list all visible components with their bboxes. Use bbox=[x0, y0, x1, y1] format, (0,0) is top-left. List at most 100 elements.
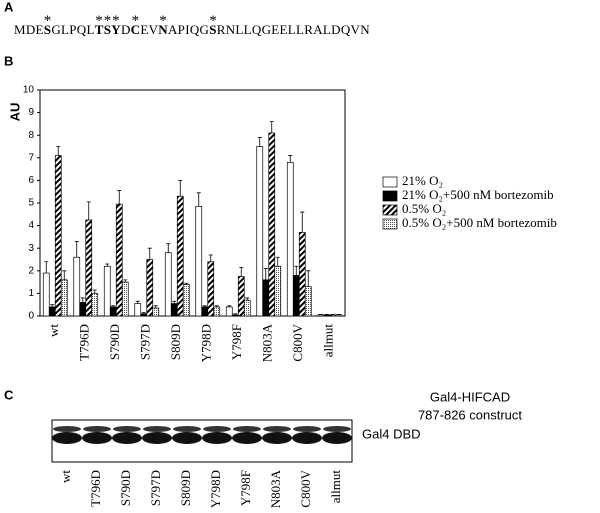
error-bar bbox=[178, 180, 183, 197]
residue: D bbox=[120, 22, 131, 37]
sequence-segment: RNLLQGEELLRALDQVN bbox=[217, 22, 370, 38]
legend-swatch bbox=[382, 176, 398, 188]
bar bbox=[91, 293, 99, 317]
x-tick-label: S790D bbox=[107, 324, 122, 360]
y-tick-label: 4 bbox=[28, 220, 34, 231]
y-tick-label: 9 bbox=[28, 107, 34, 118]
blot-band bbox=[83, 426, 111, 432]
site-marker: * bbox=[209, 13, 218, 29]
lane-label: C800V bbox=[298, 469, 313, 507]
error-bar bbox=[245, 297, 250, 301]
residue: EV bbox=[140, 22, 159, 37]
blot-band bbox=[293, 426, 321, 432]
bar bbox=[121, 281, 129, 317]
lane-label: S797D bbox=[148, 470, 163, 506]
bar bbox=[256, 146, 264, 317]
residue: S bbox=[209, 22, 217, 37]
blot-band bbox=[113, 426, 141, 432]
bar bbox=[274, 265, 282, 317]
blot-band bbox=[292, 432, 322, 444]
bar bbox=[213, 306, 221, 317]
residue: S bbox=[43, 22, 52, 37]
legend-swatch bbox=[382, 190, 398, 202]
residue: S bbox=[103, 22, 112, 37]
sequence-segment: MDE bbox=[14, 22, 44, 38]
error-bar bbox=[80, 297, 85, 303]
y-tick-label: 5 bbox=[28, 198, 34, 209]
y-axis-title: AU bbox=[7, 103, 22, 122]
bar bbox=[170, 303, 178, 317]
blot-band bbox=[323, 426, 351, 432]
bar bbox=[243, 299, 251, 317]
band-label: Gal4 DBD bbox=[362, 426, 421, 441]
y-tick-label: 7 bbox=[28, 152, 34, 163]
legend-label: 0.5% O₂ bbox=[402, 201, 446, 216]
bar bbox=[164, 252, 172, 317]
error-bar bbox=[86, 201, 91, 220]
lane-label: S809D bbox=[178, 470, 193, 506]
bar bbox=[329, 314, 337, 317]
bar bbox=[268, 132, 276, 317]
error-bar bbox=[44, 261, 49, 274]
bar bbox=[134, 303, 142, 317]
y-tick-label: 8 bbox=[28, 130, 34, 141]
residue: GLPQL bbox=[51, 22, 95, 37]
bar bbox=[304, 286, 312, 317]
blot-band bbox=[82, 432, 112, 444]
blot-band bbox=[172, 432, 202, 444]
site-marker: * bbox=[112, 13, 120, 29]
x-tick-label: Y798F bbox=[229, 324, 244, 360]
x-tick-label: N803A bbox=[260, 323, 275, 362]
bar bbox=[73, 256, 81, 317]
error-bar bbox=[111, 305, 116, 307]
bar bbox=[48, 306, 56, 317]
y-tick-label: 6 bbox=[28, 175, 34, 186]
lane-label: wt bbox=[58, 470, 73, 483]
lane-label: Y798F bbox=[238, 470, 253, 506]
legend-label: 21% O₂+500 nM bortezomib bbox=[402, 187, 554, 202]
x-tick-label: S809D bbox=[168, 324, 183, 360]
annotation: 787-826 construct bbox=[418, 407, 522, 422]
bar bbox=[42, 272, 50, 317]
sequence-segment: S * bbox=[103, 13, 112, 38]
sequence-segment: GLPQL bbox=[51, 22, 94, 38]
blot-band bbox=[202, 432, 232, 444]
site-marker: * bbox=[95, 13, 104, 29]
residue: RNLLQGEELLRALDQVN bbox=[216, 22, 370, 37]
bar bbox=[103, 265, 111, 317]
error-bar bbox=[147, 247, 152, 260]
bar bbox=[286, 161, 294, 317]
error-bar bbox=[62, 270, 67, 280]
error-bar bbox=[208, 254, 213, 262]
residue: T bbox=[94, 22, 104, 37]
error-bar bbox=[257, 137, 262, 147]
x-tick-label: allmut bbox=[321, 324, 336, 358]
error-bar bbox=[74, 241, 79, 258]
error-bar bbox=[153, 305, 158, 309]
residue: MDE bbox=[14, 22, 44, 37]
bar bbox=[335, 314, 343, 317]
blot-band bbox=[233, 426, 261, 432]
site-marker: * bbox=[159, 13, 168, 29]
bar bbox=[79, 302, 87, 317]
bar bbox=[262, 279, 270, 317]
error-bar bbox=[50, 304, 55, 307]
sequence-segment: EV bbox=[140, 22, 158, 38]
y-tick-label: 2 bbox=[28, 265, 34, 276]
error-bar bbox=[196, 192, 201, 207]
bar bbox=[225, 306, 233, 317]
error-bar bbox=[117, 190, 122, 205]
x-tick-label: wt bbox=[46, 324, 61, 337]
blot-band bbox=[173, 426, 201, 432]
site-marker: * bbox=[103, 13, 112, 29]
panel-label: B bbox=[4, 53, 13, 68]
bar bbox=[176, 195, 184, 317]
residue: APIQG bbox=[167, 22, 210, 37]
site-marker: * bbox=[43, 13, 52, 29]
error-bar bbox=[214, 305, 219, 307]
sequence-segment: S * bbox=[43, 13, 52, 38]
error-bar bbox=[233, 313, 238, 315]
y-tick-label: 3 bbox=[28, 243, 34, 254]
bar bbox=[298, 232, 306, 317]
